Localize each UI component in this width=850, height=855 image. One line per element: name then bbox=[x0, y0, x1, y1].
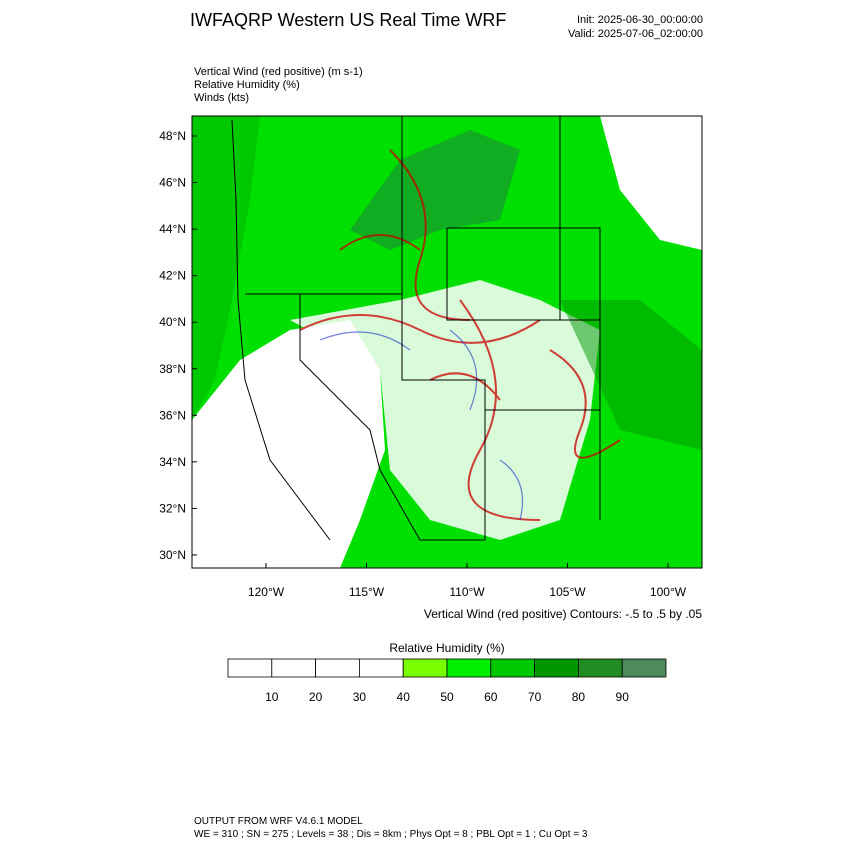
lat-label: 46°N bbox=[159, 176, 186, 190]
lat-label: 36°N bbox=[159, 408, 186, 422]
footer-line: OUTPUT FROM WRF V4.6.1 MODEL bbox=[194, 816, 363, 827]
colorbar-label: 40 bbox=[397, 690, 411, 704]
lat-label: 32°N bbox=[159, 501, 186, 515]
lon-label: 115°W bbox=[349, 585, 385, 599]
lon-label: 120°W bbox=[248, 585, 285, 599]
lat-label: 30°N bbox=[159, 548, 186, 562]
colorbar-box bbox=[227, 658, 273, 678]
field-label: Winds (kts) bbox=[194, 92, 249, 104]
lat-label: 42°N bbox=[159, 269, 186, 283]
lat-label: 44°N bbox=[159, 222, 186, 236]
lat-label: 48°N bbox=[159, 129, 186, 143]
colorbar-label: 50 bbox=[440, 690, 454, 704]
colorbar-box bbox=[402, 658, 448, 678]
colorbar-box bbox=[534, 658, 579, 678]
lon-label: 110°W bbox=[449, 585, 485, 599]
colorbar-label: 10 bbox=[265, 690, 279, 704]
colorbar-label: 60 bbox=[484, 690, 498, 704]
colorbar-box bbox=[358, 658, 404, 678]
colorbar-label: 90 bbox=[616, 690, 630, 704]
map-field bbox=[192, 116, 702, 568]
lon-axis: 120°W 115°W 110°W 105°W 100°W bbox=[248, 563, 687, 599]
colorbar-label: 20 bbox=[309, 690, 323, 704]
map-frame bbox=[191, 115, 703, 569]
colorbar-label: 70 bbox=[528, 690, 542, 704]
init-time: Init: 2025-06-30_00:00:00 bbox=[577, 14, 703, 26]
colorbar-box bbox=[490, 658, 535, 678]
field-label: Vertical Wind (red positive) (m s-1) bbox=[194, 66, 363, 78]
lat-axis: 48°N 46°N 44°N 42°N 40°N 38°N 36°N 34°N 32°N 30°N bbox=[159, 129, 197, 562]
colorbar: 10 20 30 40 50 60 70 80 90 bbox=[227, 658, 667, 704]
field-label: Relative Humidity (%) bbox=[194, 79, 300, 91]
lon-label: 105°W bbox=[549, 585, 586, 599]
colorbar-box bbox=[315, 658, 360, 678]
colorbar-box bbox=[621, 658, 667, 678]
footer-line: WE = 310 ; SN = 275 ; Levels = 38 ; Dis … bbox=[194, 829, 588, 840]
colorbar-box bbox=[271, 658, 316, 678]
contour-note: Vertical Wind (red positive) Contours: -… bbox=[424, 607, 702, 621]
lon-label: 100°W bbox=[650, 585, 687, 599]
lat-label: 34°N bbox=[159, 455, 186, 469]
valid-time: Valid: 2025-07-06_02:00:00 bbox=[568, 28, 703, 40]
lat-label: 38°N bbox=[159, 362, 186, 376]
colorbar-label: 80 bbox=[572, 690, 586, 704]
colorbar-label: 30 bbox=[353, 690, 367, 704]
title: IWFAQRP Western US Real Time WRF bbox=[190, 10, 506, 30]
colorbar-box bbox=[578, 658, 623, 678]
lat-label: 40°N bbox=[159, 315, 186, 329]
colorbar-title: Relative Humidity (%) bbox=[389, 641, 504, 655]
colorbar-box bbox=[446, 658, 492, 678]
